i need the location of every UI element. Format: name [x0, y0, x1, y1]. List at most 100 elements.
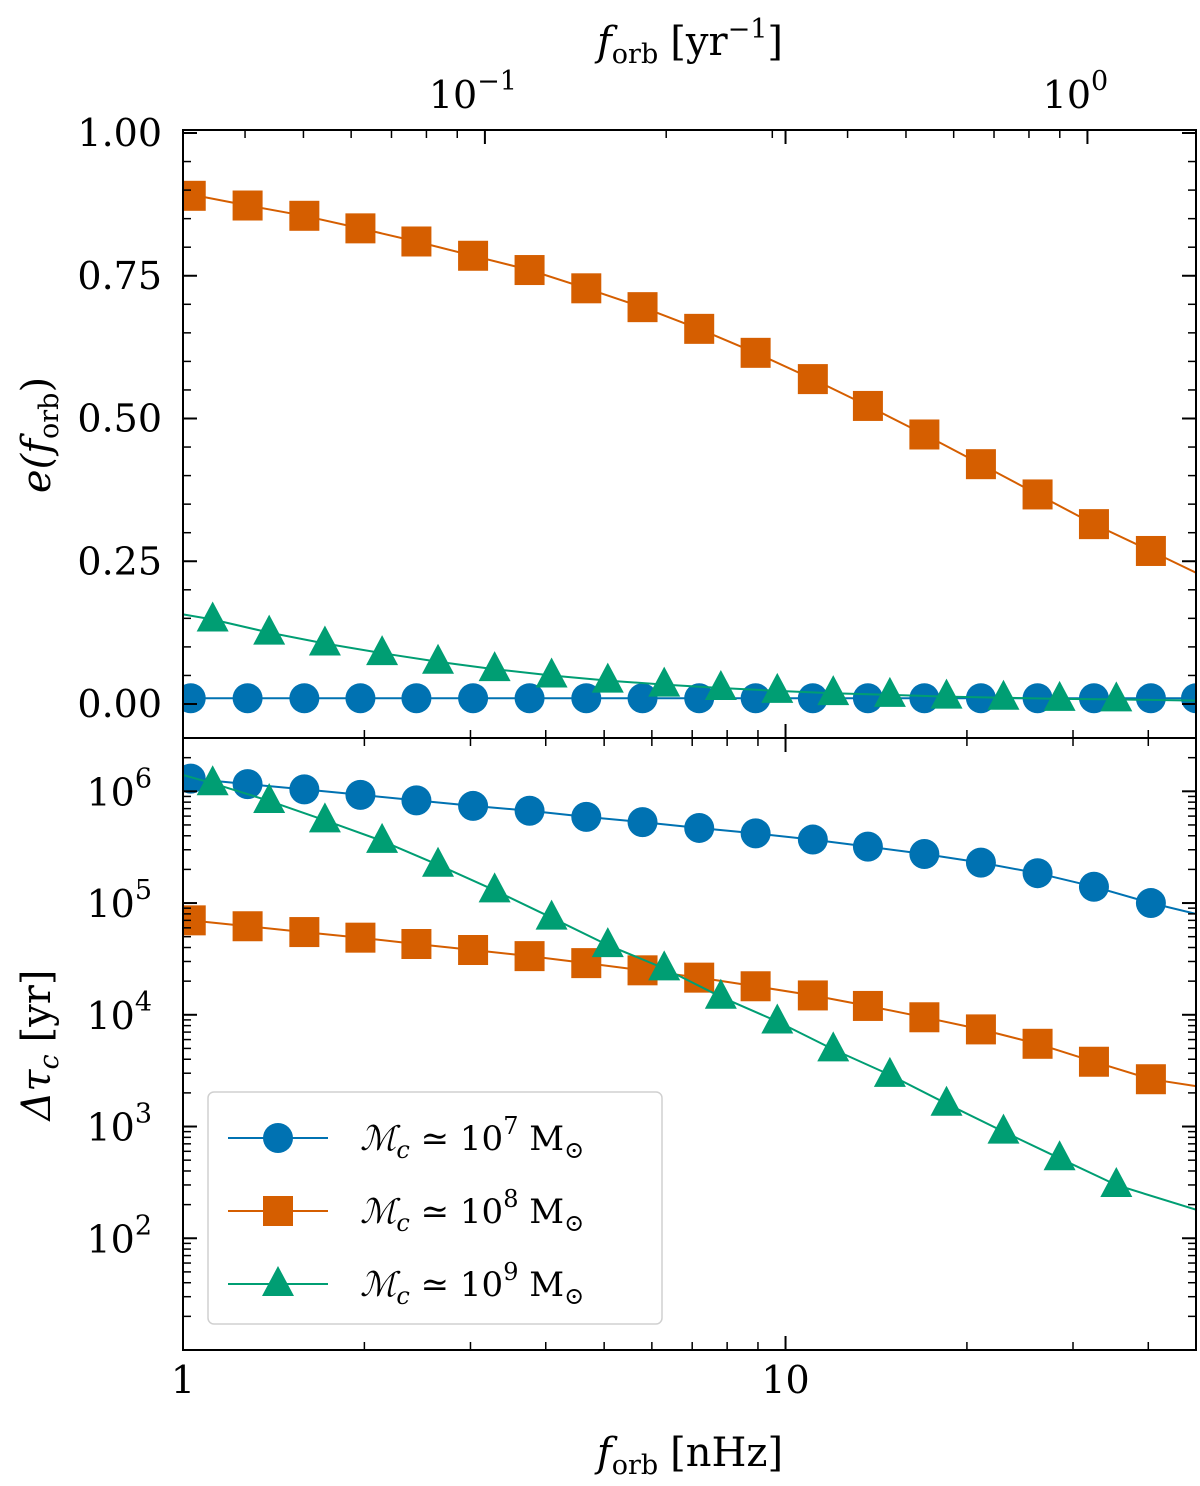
- secondary-x-axis-label-close: ]: [767, 19, 783, 65]
- bottom-y-tick-label: 103: [86, 1099, 152, 1150]
- legend-series-1-label: ℳc ≃ 107 M⊙: [360, 1112, 584, 1164]
- bottom-series-3-point: [817, 1031, 850, 1062]
- legend-frame: [207, 1091, 663, 1325]
- bottom-series-3-point: [873, 1056, 906, 1087]
- bottom-series-1-point: [571, 801, 602, 832]
- top-series-1-point: [684, 683, 715, 714]
- bottom-series-2-point: [1078, 1046, 1109, 1077]
- top-series-3-point: [253, 614, 286, 645]
- bottom-series-1-point: [401, 785, 432, 816]
- top-series-3-point: [761, 672, 794, 703]
- legend-series-3-marker: [262, 1266, 294, 1296]
- x-axis-label-sub: orb: [612, 1450, 658, 1481]
- top-series-3-point: [196, 601, 229, 632]
- top-series-3-point: [987, 679, 1020, 710]
- bottom-series-1-line: [190, 777, 1196, 915]
- bottom-series-2-point: [514, 941, 545, 972]
- bottom-series-1-point: [797, 824, 828, 855]
- bottom-y-tick-label: 105: [86, 875, 152, 926]
- top-series-1-point: [458, 683, 489, 714]
- bottom-series-2-point: [909, 1002, 940, 1033]
- bottom-series-3-point: [196, 765, 229, 796]
- bottom-series-3-point: [761, 1003, 794, 1034]
- top-series-2-point: [458, 240, 489, 271]
- top-series-1-point: [909, 683, 940, 714]
- bottom-series-3-point: [987, 1113, 1020, 1144]
- top-series-3-point: [648, 666, 681, 697]
- top-series-3-point: [422, 643, 455, 674]
- bottom-series-3-point: [253, 782, 286, 813]
- legend-series-3-label: ℳc ≃ 109 M⊙: [360, 1258, 584, 1310]
- top-series-2-point: [684, 313, 715, 344]
- top-series-3-point: [704, 670, 737, 701]
- top-axis-ticks: 10−1 100 0.00 0.25 0.50 0.75 1.00: [77, 66, 1196, 738]
- bottom-series-1-point: [627, 807, 658, 838]
- x-axis-label: forb [nHz]: [594, 1430, 783, 1481]
- top-series-3-point: [817, 675, 850, 706]
- bottom-panel: 1 10 102 103 104 105 106: [86, 737, 1197, 1402]
- bottom-series-1-point: [852, 831, 883, 862]
- legend-series-2-label: ℳc ≃ 108 M⊙: [360, 1185, 584, 1237]
- secondary-x-axis-label-exp: −1: [728, 14, 768, 45]
- top-series-1-point: [514, 683, 545, 714]
- bottom-series-2-point: [1135, 1064, 1166, 1095]
- x-tick-label: 1: [171, 1358, 195, 1402]
- top-series-1-point: [289, 683, 320, 714]
- secondary-x-tick-label: 10−1: [429, 66, 517, 117]
- bottom-series-1-point: [514, 795, 545, 826]
- bottom-series-2-point: [684, 962, 715, 993]
- bottom-series-3-point: [591, 927, 624, 958]
- top-series-1-point: [627, 683, 658, 714]
- top-series-1-point: [852, 683, 883, 714]
- top-series-1-point: [183, 683, 206, 714]
- bottom-series-3-point: [704, 978, 737, 1009]
- top-series-3-point: [366, 635, 399, 666]
- bottom-series-3-point: [478, 872, 511, 903]
- bottom-series-2-point: [965, 1014, 996, 1045]
- bottom-series-3-point: [648, 950, 681, 981]
- top-y-tick-label: 0.50: [77, 397, 162, 441]
- top-series-2-point: [401, 226, 432, 257]
- top-y-axis-label-sub: orb: [34, 393, 65, 439]
- bottom-series-1-point: [458, 790, 489, 821]
- bottom-series-1-point: [345, 779, 376, 810]
- top-series-2-point: [289, 200, 320, 231]
- top-series-2-point: [909, 419, 940, 450]
- secondary-x-tick-label: 100: [1043, 66, 1109, 117]
- bottom-series-2-point: [401, 929, 432, 960]
- top-series-group: [183, 180, 1196, 714]
- top-panel: 10−1 100 0.00 0.25 0.50 0.75 1.00: [77, 66, 1197, 739]
- bottom-plot-area: [183, 763, 1196, 1211]
- bottom-panel-frame: [182, 737, 1197, 1351]
- bottom-series-2-point: [345, 922, 376, 953]
- bottom-series-3-point: [308, 802, 341, 833]
- top-series-1-point: [232, 683, 263, 714]
- bottom-series-3-point: [1100, 1166, 1133, 1197]
- bottom-series-1-point: [684, 812, 715, 843]
- top-series-2-point: [852, 390, 883, 421]
- bottom-series-3-point: [1043, 1140, 1076, 1171]
- top-series-2-point: [232, 190, 263, 221]
- top-y-tick-label: 1.00: [77, 111, 162, 155]
- bottom-series-1-point: [909, 838, 940, 869]
- top-series-1-point: [1135, 683, 1166, 714]
- top-y-tick-label: 0.00: [77, 682, 162, 726]
- top-series-1-point: [401, 683, 432, 714]
- bottom-series-2-point: [289, 917, 320, 948]
- bottom-y-tick-label: 106: [86, 763, 152, 814]
- top-series-3-point: [1100, 681, 1133, 712]
- bottom-series-3-point: [422, 846, 455, 877]
- top-y-axis-label-close: ): [14, 377, 60, 393]
- bottom-series-group: [183, 763, 1196, 1211]
- secondary-x-axis-label-unit: [yr: [670, 19, 728, 65]
- bottom-y-axis-label: Δτc [yr]: [14, 969, 65, 1122]
- bottom-series-1-point: [740, 818, 771, 849]
- top-series-3-point: [478, 651, 511, 682]
- top-series-1-point: [1181, 683, 1196, 714]
- top-series-2-line: [183, 192, 1196, 574]
- top-series-1-point: [345, 683, 376, 714]
- top-series-2-point: [345, 213, 376, 244]
- top-series-3-point: [873, 676, 906, 707]
- top-y-axis-label: e(forb): [14, 377, 65, 493]
- bottom-y-tick-label: 104: [86, 987, 152, 1038]
